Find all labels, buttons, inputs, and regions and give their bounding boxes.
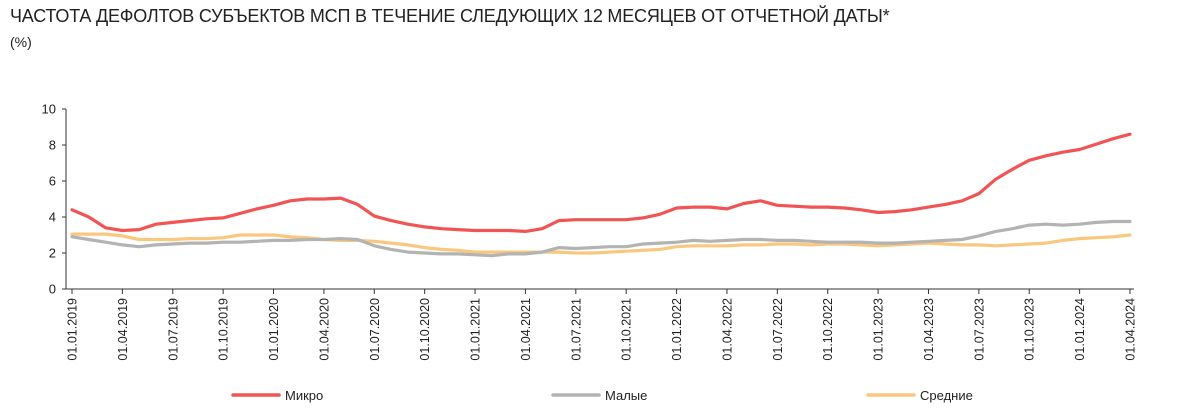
y-tick-label: 4 <box>49 210 56 225</box>
y-tick-label: 8 <box>49 138 56 153</box>
legend-label: Средние <box>920 388 973 403</box>
x-tick-label: 01.04.2020 <box>317 298 331 361</box>
chart-title: ЧАСТОТА ДЕФОЛТОВ СУБЪЕКТОВ МСП В ТЕЧЕНИЕ… <box>10 6 890 26</box>
y-tick-label: 10 <box>42 102 56 117</box>
x-tick-label: 01.01.2022 <box>670 298 684 361</box>
legend-label: Малые <box>605 388 647 403</box>
chart-series-lines <box>70 132 1132 258</box>
x-tick-label: 01.04.2021 <box>519 298 533 361</box>
x-tick-label: 01.04.2023 <box>922 298 936 361</box>
chart-axes: 0 2 4 6 8 10 01.01.2019 01.04.2019 01.07.2019 01.… <box>42 102 1138 361</box>
x-tick-label: 01.01.2020 <box>267 298 281 361</box>
x-tick-label: 01.04.2022 <box>720 298 734 361</box>
x-tick-label: 01.07.2020 <box>368 298 382 361</box>
chart-legend: Микро Малые Средние <box>231 388 973 403</box>
x-tick-label: 01.01.2024 <box>1073 298 1087 361</box>
x-tick-label: 01.07.2021 <box>569 298 583 361</box>
x-tick-label: 01.01.2021 <box>469 298 483 361</box>
x-tick-label: 01.01.2019 <box>66 298 80 361</box>
x-tick-label: 01.01.2023 <box>872 298 886 361</box>
series-line-mikro <box>70 132 1132 233</box>
legend-label: Микро <box>285 388 323 403</box>
x-tick-label: 01.10.2020 <box>418 298 432 361</box>
x-tick-label: 01.10.2022 <box>821 298 835 361</box>
y-tick-label: 6 <box>49 174 56 189</box>
x-tick-label: 01.07.2019 <box>166 298 180 361</box>
chart-subtitle: (%) <box>10 34 32 50</box>
x-tick-label: 01.04.2024 <box>1124 298 1138 361</box>
y-tick-label: 2 <box>49 246 56 261</box>
y-tick-label: 0 <box>49 282 56 297</box>
x-tick-label: 01.10.2019 <box>217 298 231 361</box>
x-tick-label: 01.04.2019 <box>116 298 130 361</box>
x-tick-label: 01.10.2023 <box>1023 298 1037 361</box>
x-tick-label: 01.07.2023 <box>972 298 986 361</box>
series-line-srednie <box>70 232 1132 255</box>
series-line-malye <box>70 219 1132 258</box>
x-tick-label: 01.10.2021 <box>620 298 634 361</box>
x-tick-label: 01.07.2022 <box>771 298 785 361</box>
